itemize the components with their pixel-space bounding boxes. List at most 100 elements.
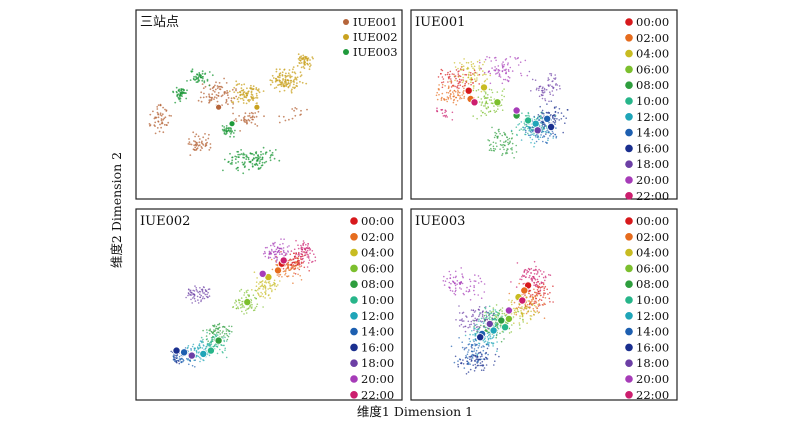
scatter-point — [267, 256, 270, 258]
scatter-point — [437, 76, 440, 78]
scatter-point — [532, 275, 534, 278]
scatter-point — [175, 86, 178, 89]
scatter-point — [518, 129, 521, 131]
scatter-point — [261, 164, 264, 167]
legend-label: 10:00 — [636, 293, 669, 307]
scatter-point — [198, 138, 201, 140]
scatter-point — [476, 79, 478, 81]
scatter-point — [226, 127, 229, 130]
scatter-point — [181, 88, 184, 91]
scatter-point — [294, 78, 296, 80]
centroid-marker — [273, 266, 282, 275]
scatter-point — [277, 76, 280, 79]
scatter-point — [473, 68, 476, 71]
scatter-point — [160, 122, 163, 125]
scatter-point — [270, 248, 273, 251]
scatter-point — [216, 100, 219, 103]
scatter-point — [548, 100, 550, 103]
scatter-point — [239, 304, 242, 306]
scatter-point — [492, 342, 495, 345]
scatter-point — [529, 302, 531, 305]
scatter-point — [249, 116, 252, 119]
scatter-point — [189, 294, 191, 296]
scatter-point — [472, 319, 474, 322]
scatter-point — [241, 310, 243, 313]
scatter-point — [495, 333, 498, 336]
scatter-point — [533, 284, 535, 287]
scatter-point — [443, 114, 446, 117]
scatter-point — [264, 255, 267, 258]
scatter-point — [538, 138, 540, 141]
scatter-point — [247, 294, 249, 296]
scatter-point — [249, 306, 251, 308]
scatter-point — [254, 151, 257, 154]
scatter-point — [461, 318, 464, 320]
scatter-point — [460, 288, 463, 290]
scatter-point — [513, 157, 515, 159]
scatter-point — [194, 347, 196, 350]
legend-marker — [625, 128, 633, 137]
scatter-point — [487, 338, 490, 341]
scatter-point — [210, 98, 213, 100]
scatter-point — [148, 123, 151, 125]
scatter-point — [473, 322, 475, 325]
scatter-point — [256, 125, 259, 127]
scatter-point — [256, 303, 259, 306]
scatter-point — [513, 311, 515, 314]
scatter-point — [176, 94, 179, 97]
scatter-point — [524, 276, 527, 279]
centroid-marker — [533, 126, 542, 135]
scatter-point — [488, 317, 490, 320]
scatter-point — [492, 141, 495, 144]
scatter-point — [239, 97, 242, 100]
scatter-point — [192, 78, 195, 81]
scatter-point — [178, 355, 181, 358]
scatter-point — [515, 313, 518, 316]
scatter-point — [287, 72, 290, 75]
scatter-point — [271, 151, 274, 154]
scatter-point — [299, 71, 302, 74]
scatter-point — [254, 289, 257, 292]
scatter-point — [224, 347, 226, 350]
scatter-point — [194, 135, 197, 138]
scatter-point — [465, 74, 468, 76]
scatter-point — [282, 78, 284, 80]
scatter-point — [530, 278, 532, 280]
scatter-point — [497, 313, 499, 316]
scatter-point — [543, 289, 545, 292]
scatter-point — [508, 77, 511, 79]
scatter-point — [487, 139, 489, 141]
scatter-point — [467, 351, 469, 353]
scatter-point — [308, 62, 311, 65]
scatter-point — [535, 281, 538, 284]
scatter-point — [177, 96, 180, 99]
scatter-point — [203, 92, 205, 95]
scatter-point — [549, 91, 551, 93]
scatter-point — [444, 116, 447, 118]
legend-label: 02:00 — [361, 230, 394, 244]
scatter-point — [247, 115, 250, 117]
scatter-point — [262, 153, 264, 155]
scatter-point — [461, 81, 464, 84]
scatter-point — [486, 78, 488, 80]
legend-marker — [625, 217, 633, 225]
scatter-point — [460, 319, 463, 321]
scatter-point — [539, 292, 541, 295]
scatter-point — [168, 114, 171, 117]
scatter-point — [530, 272, 532, 274]
scatter-point — [475, 326, 478, 329]
scatter-point — [292, 83, 295, 86]
scatter-point — [461, 66, 464, 68]
scatter-point — [194, 285, 196, 287]
scatter-point — [515, 286, 518, 288]
scatter-point — [511, 137, 513, 139]
scatter-point — [516, 262, 519, 264]
scatter-point — [487, 337, 490, 340]
scatter-point — [221, 128, 224, 131]
scatter-point — [539, 136, 542, 139]
centroid-marker — [243, 298, 252, 307]
scatter-point — [509, 56, 512, 58]
scatter-point — [532, 129, 534, 132]
scatter-point — [200, 336, 203, 339]
scatter-point — [515, 311, 518, 314]
